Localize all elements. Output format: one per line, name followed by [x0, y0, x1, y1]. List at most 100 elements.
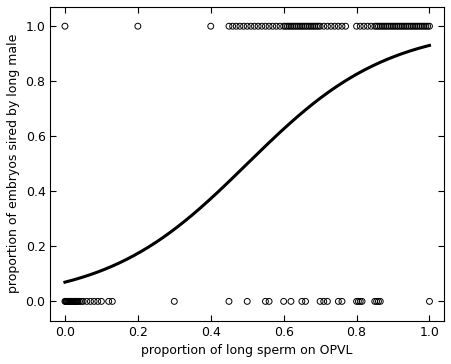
Point [308, 23, 315, 29]
Point [98, 298, 105, 304]
Point [395, 23, 402, 29]
Point [298, 298, 305, 304]
Point [377, 23, 384, 29]
Point [68, 298, 75, 304]
Point [269, 23, 276, 29]
Point [109, 298, 116, 304]
Point [134, 23, 142, 29]
Point [302, 23, 309, 29]
Point [360, 23, 368, 29]
Point [371, 298, 378, 304]
Point [317, 298, 324, 304]
Point [311, 23, 318, 29]
Point [287, 298, 295, 304]
Point [293, 23, 300, 29]
Point [426, 23, 433, 29]
Point [170, 298, 178, 304]
Point [384, 23, 391, 29]
Point [73, 298, 80, 304]
Point [285, 23, 293, 29]
Point [309, 23, 317, 29]
Point [386, 23, 393, 29]
Point [315, 23, 322, 29]
Point [289, 23, 296, 29]
Point [280, 298, 287, 304]
Point [380, 23, 387, 29]
Point [69, 298, 77, 304]
Point [368, 23, 375, 29]
Point [226, 23, 233, 29]
Point [244, 298, 251, 304]
Point [233, 23, 240, 29]
Point [266, 23, 273, 29]
Point [276, 23, 284, 29]
Point [419, 23, 426, 29]
Point [226, 298, 233, 304]
Point [331, 23, 338, 29]
Point [298, 23, 305, 29]
Point [258, 23, 265, 29]
Point [306, 23, 313, 29]
Point [313, 23, 320, 29]
Point [397, 23, 404, 29]
Point [61, 298, 69, 304]
Point [291, 23, 298, 29]
Point [61, 23, 69, 29]
Point [317, 23, 324, 29]
Point [247, 23, 254, 29]
Point [66, 298, 74, 304]
Point [262, 298, 269, 304]
Point [87, 298, 94, 304]
Point [74, 298, 81, 304]
Point [413, 23, 420, 29]
Point [251, 23, 258, 29]
Point [72, 298, 79, 304]
Point [342, 23, 349, 29]
Point [70, 298, 77, 304]
Point [64, 298, 71, 304]
Point [377, 298, 384, 304]
Point [74, 298, 82, 304]
Point [67, 298, 74, 304]
Point [300, 23, 307, 29]
Point [357, 298, 364, 304]
Point [229, 23, 236, 29]
Point [335, 298, 342, 304]
Point [424, 23, 431, 29]
Point [364, 23, 371, 29]
Point [402, 23, 410, 29]
Point [426, 298, 433, 304]
Point [422, 23, 429, 29]
Point [76, 298, 83, 304]
Point [410, 23, 417, 29]
X-axis label: proportion of long sperm on OPVL: proportion of long sperm on OPVL [142, 344, 353, 357]
Point [79, 298, 87, 304]
Point [417, 23, 424, 29]
Point [415, 23, 422, 29]
Point [357, 23, 364, 29]
Point [420, 23, 428, 29]
Point [296, 23, 304, 29]
Point [94, 298, 101, 304]
Point [262, 23, 269, 29]
Point [71, 298, 78, 304]
Point [375, 23, 382, 29]
Point [371, 23, 378, 29]
Point [302, 298, 309, 304]
Point [378, 23, 386, 29]
Point [399, 23, 406, 29]
Point [295, 23, 302, 29]
Point [382, 23, 389, 29]
Point [391, 23, 398, 29]
Point [389, 23, 396, 29]
Point [353, 298, 360, 304]
Point [64, 298, 71, 304]
Point [284, 23, 291, 29]
Point [400, 23, 408, 29]
Point [207, 23, 214, 29]
Point [375, 298, 382, 304]
Point [411, 23, 419, 29]
Point [72, 298, 79, 304]
Point [359, 298, 366, 304]
Point [105, 298, 112, 304]
